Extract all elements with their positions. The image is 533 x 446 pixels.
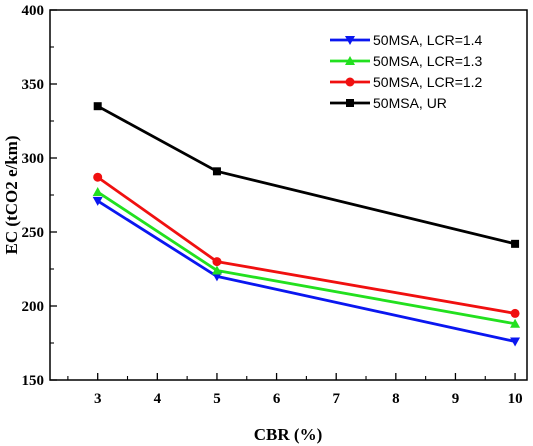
y-tick-label: 200 [22, 299, 45, 315]
data-point [212, 167, 221, 176]
legend-label: 50MSA, LCR=1.3 [373, 53, 483, 69]
x-tick-label: 7 [332, 391, 340, 407]
plot-frame [49, 9, 528, 381]
legend-marker [346, 99, 354, 107]
legend-label: 50MSA, UR [373, 95, 447, 111]
y-tick-label: 250 [22, 225, 45, 241]
data-point [93, 172, 103, 182]
x-tick-label: 4 [154, 391, 162, 407]
y-tick-label: 300 [22, 151, 45, 167]
data-point [93, 102, 102, 111]
y-tick-label: 150 [22, 373, 45, 389]
data-point [211, 265, 222, 275]
legend-label: 50MSA, LCR=1.2 [373, 74, 483, 90]
data-point [92, 196, 103, 206]
x-tick-label: 3 [94, 391, 102, 407]
series-lines [96, 104, 516, 343]
data-point [511, 239, 520, 248]
legend-marker [345, 77, 355, 87]
data-point [211, 272, 222, 282]
y-tick-label: 400 [22, 3, 45, 19]
x-tick-label: 5 [213, 391, 221, 407]
x-axis-title: CBR (%) [254, 425, 322, 444]
series-line-2 [96, 190, 516, 326]
x-tick-label: 8 [392, 391, 400, 407]
data-point [510, 318, 521, 328]
legend-label: 50MSA, LCR=1.4 [373, 32, 483, 48]
data-point [212, 257, 222, 267]
x-tick-label: 10 [508, 391, 523, 407]
x-tick-label: 9 [452, 391, 460, 407]
legend-marker [345, 56, 355, 65]
tick-labels: 3 4 5 6 7 8 9 10 150 200 250 300 350 400 [22, 3, 523, 407]
data-point [510, 337, 521, 347]
y-axis-title: EC (tCO2 e/km) [2, 136, 21, 255]
data-point [92, 187, 103, 197]
x-tick-label: 6 [273, 391, 281, 407]
series-line-3 [96, 176, 516, 315]
data-point [510, 308, 520, 318]
legend: 50MSA, LCR=1.4 50MSA, LCR=1.3 50MSA, LCR=1… [330, 32, 483, 111]
legend-marker [345, 36, 355, 45]
y-tick-label: 350 [22, 77, 45, 93]
series-markers [92, 102, 521, 347]
